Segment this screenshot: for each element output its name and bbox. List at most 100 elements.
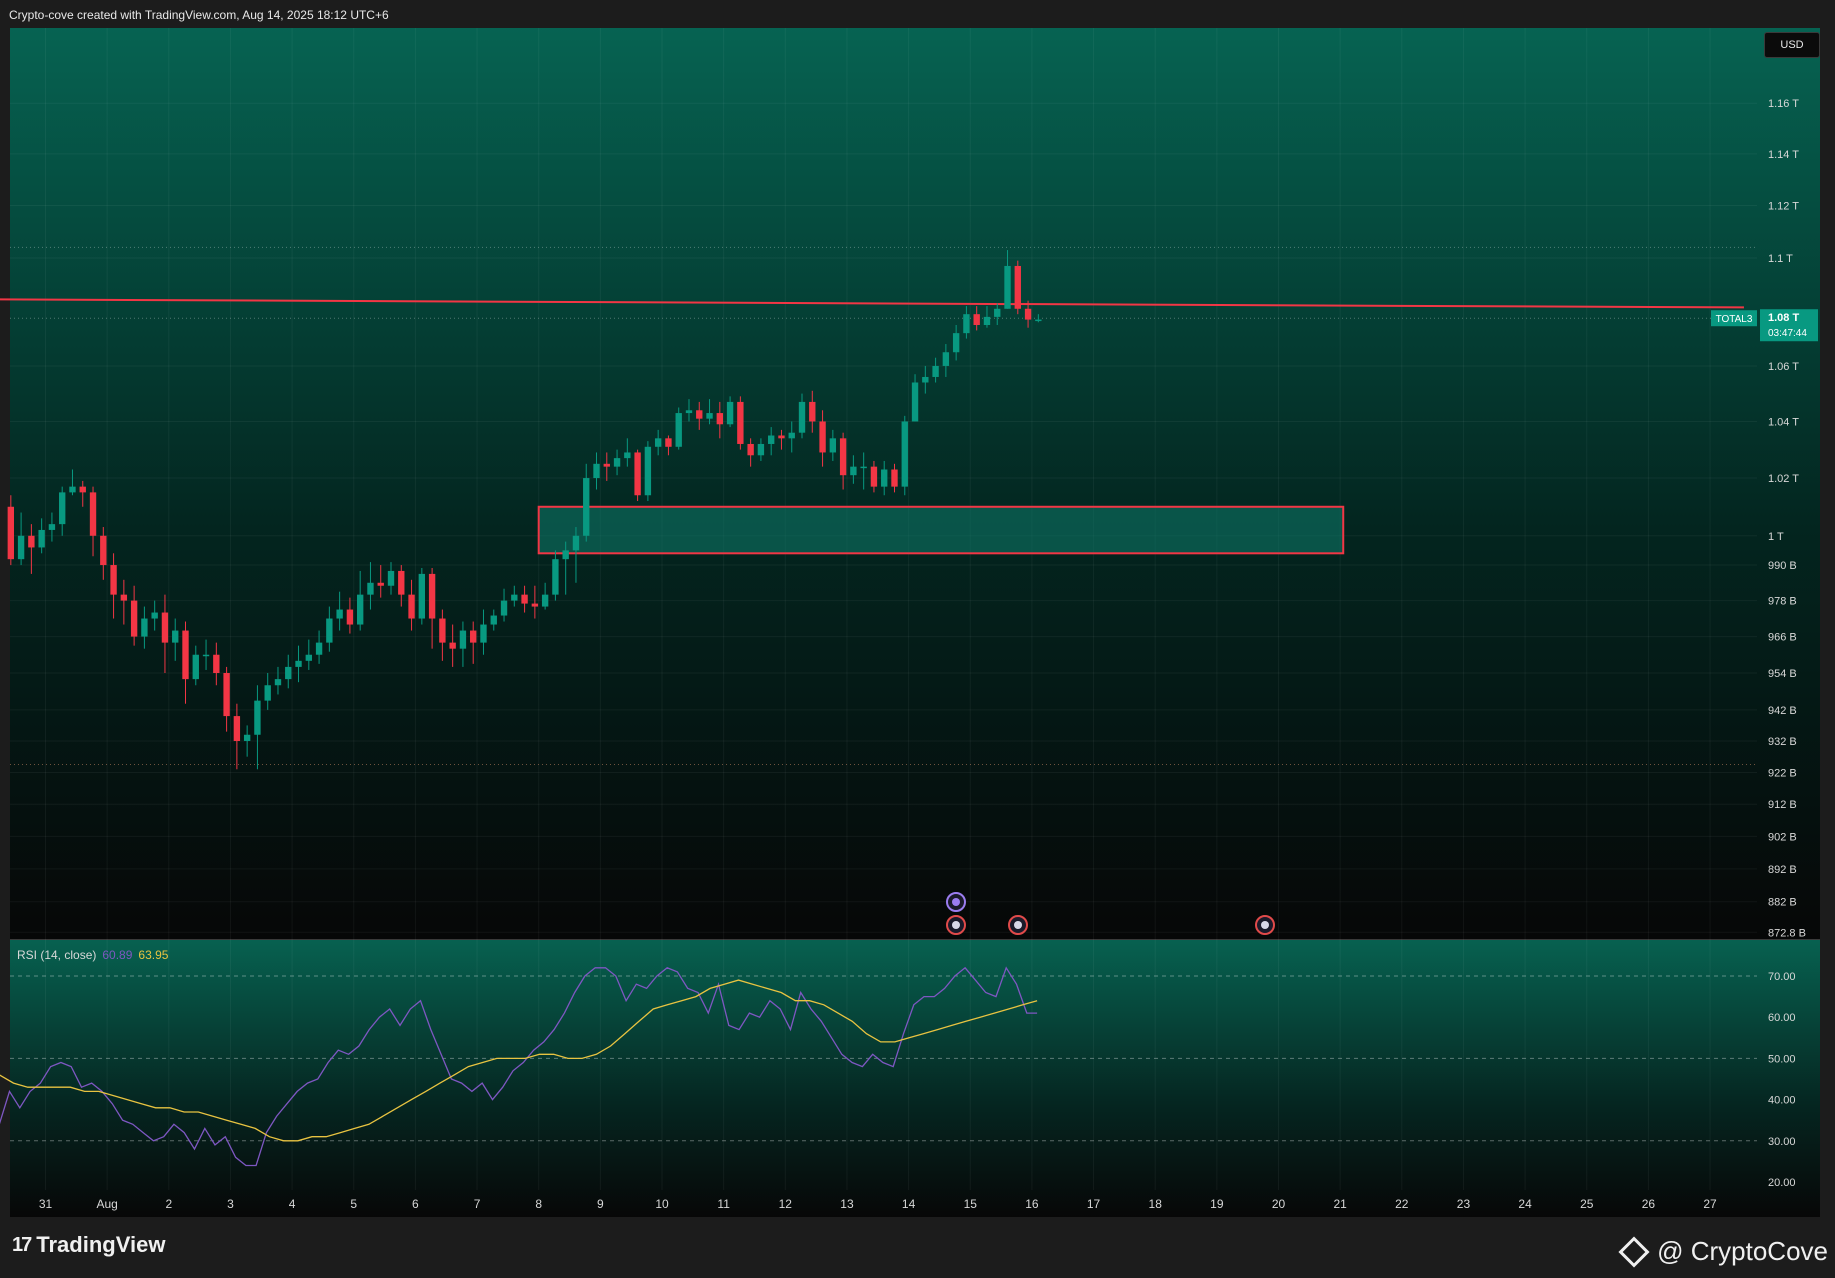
candle-body [408,594,415,619]
diamond-logo-icon [1618,1235,1650,1268]
time-axis-label: 11 [717,1197,730,1211]
rsi-axis-label: 50.00 [1768,1053,1796,1065]
time-axis[interactable]: 31 Aug 2 3 4 5 6 7 8 9 10 11 12 13 14 15 16 17 18 19 20 21 22 2… [39,1197,1717,1211]
time-axis-label: 25 [1580,1197,1594,1211]
price-axis[interactable]: 1.16 T 1.14 T 1.12 T 1.1 T 1.06 T 1.04 T 1.02 … [1768,98,1806,939]
candle-body [367,582,374,595]
candle-body [901,421,908,487]
time-axis-label: 10 [655,1197,669,1211]
candle-body [613,458,621,467]
price-axis-label: 942 B [1768,705,1797,717]
price-axis-label: 882 B [1768,897,1797,909]
symbol-tag [1711,310,1757,327]
rsi-legend[interactable]: RSI (14, close) 60.89 63.95 [17,948,168,962]
candle-body [531,603,539,607]
candle-body [983,316,991,325]
candle-body [634,452,641,496]
candle-body [161,612,169,643]
resistance-line [0,298,1744,309]
time-axis-label: 21 [1333,1197,1347,1211]
rsi-axis-label: 20.00 [1768,1177,1796,1189]
candle-body [911,382,919,422]
rsi-legend-title: RSI (14, close) [17,948,97,962]
top-bar: Crypto-cove created with TradingView.com… [0,0,1835,28]
candle-body [59,492,66,525]
price-axis-label: 1.1 T [1768,253,1793,265]
time-axis-label: 2 [165,1197,172,1211]
tradingview-logo[interactable]: 17 TradingView [12,1232,165,1258]
candle-body [315,642,323,655]
bottom-bar [0,1222,1835,1278]
cryptocove-watermark: @ CryptoCove [1618,1235,1828,1268]
time-axis-label: 15 [964,1197,978,1211]
candle-body [254,700,261,735]
candle-body [809,401,816,422]
time-axis-label: 4 [289,1197,296,1211]
demand-zone-rectangle [537,505,1345,555]
time-axis-label: 3 [227,1197,234,1211]
price-axis-label: 872.8 B [1768,927,1806,939]
candle-body [737,401,744,444]
rsi-line [0,966,1038,1167]
last-price-tag: TOTAL3 1.08 T 03:47:44 [1711,309,1818,342]
price-axis-label: 954 B [1768,668,1797,680]
time-axis-label: 9 [597,1197,604,1211]
candle-body [839,438,847,476]
candle-body [79,486,86,493]
time-axis-label: 20 [1272,1197,1286,1211]
candle-body [69,486,76,493]
candle-body [100,535,107,566]
candle-body [449,642,456,649]
candle-body [819,421,826,453]
candle-body [922,376,929,383]
price-tag [1760,309,1818,342]
price-axis-label: 922 B [1768,767,1797,779]
time-axis-label: 31 [39,1197,53,1211]
candle-body [233,716,241,741]
candle-body [952,333,960,353]
candle-body [439,618,446,643]
time-axis-label: 5 [350,1197,357,1211]
time-axis-label: 22 [1395,1197,1409,1211]
candle-body [665,438,672,447]
candle-body [305,654,312,661]
candle-body [706,413,713,419]
price-axis-label: 1.12 T [1768,200,1799,212]
tradingview-mark-icon: 17 [12,1233,32,1256]
candle-body [973,314,980,325]
candle-body [192,654,199,680]
candle-body [480,624,487,643]
time-axis-label: 16 [1025,1197,1039,1211]
candle-body [7,506,15,560]
candle-body [1035,319,1042,322]
rsi-legend-value: 60.89 [102,948,133,962]
candle-body [110,565,117,595]
candle-body [521,594,528,604]
candle-body [346,609,354,625]
candle-body [285,666,292,680]
price-axis-label: 892 B [1768,864,1797,876]
price-axis-bg [1757,27,1820,939]
price-axis-label: 990 B [1768,560,1797,572]
candle-body [1004,265,1011,309]
candle-body [264,685,271,701]
candle-body [552,559,559,595]
lightning-event-icon-center [952,898,960,906]
candle-body [213,654,220,674]
candle-body [326,618,333,643]
symbol-tag-text: TOTAL3 [1716,314,1753,325]
grid-lines [10,28,1757,1190]
price-axis-label: 1.16 T [1768,98,1799,110]
candle-body [798,401,806,433]
us-flag-event-icon-center [1261,921,1269,929]
currency-button[interactable]: USD [1764,32,1820,58]
candle-body [696,410,703,419]
price-axis-label: 1.02 T [1768,473,1799,485]
candle-body [377,582,384,586]
candle-body [654,438,662,447]
candle-body [624,452,631,459]
rsi-axis-label: 70.00 [1768,971,1796,983]
candle-body [757,443,765,456]
candle-body [336,609,343,619]
